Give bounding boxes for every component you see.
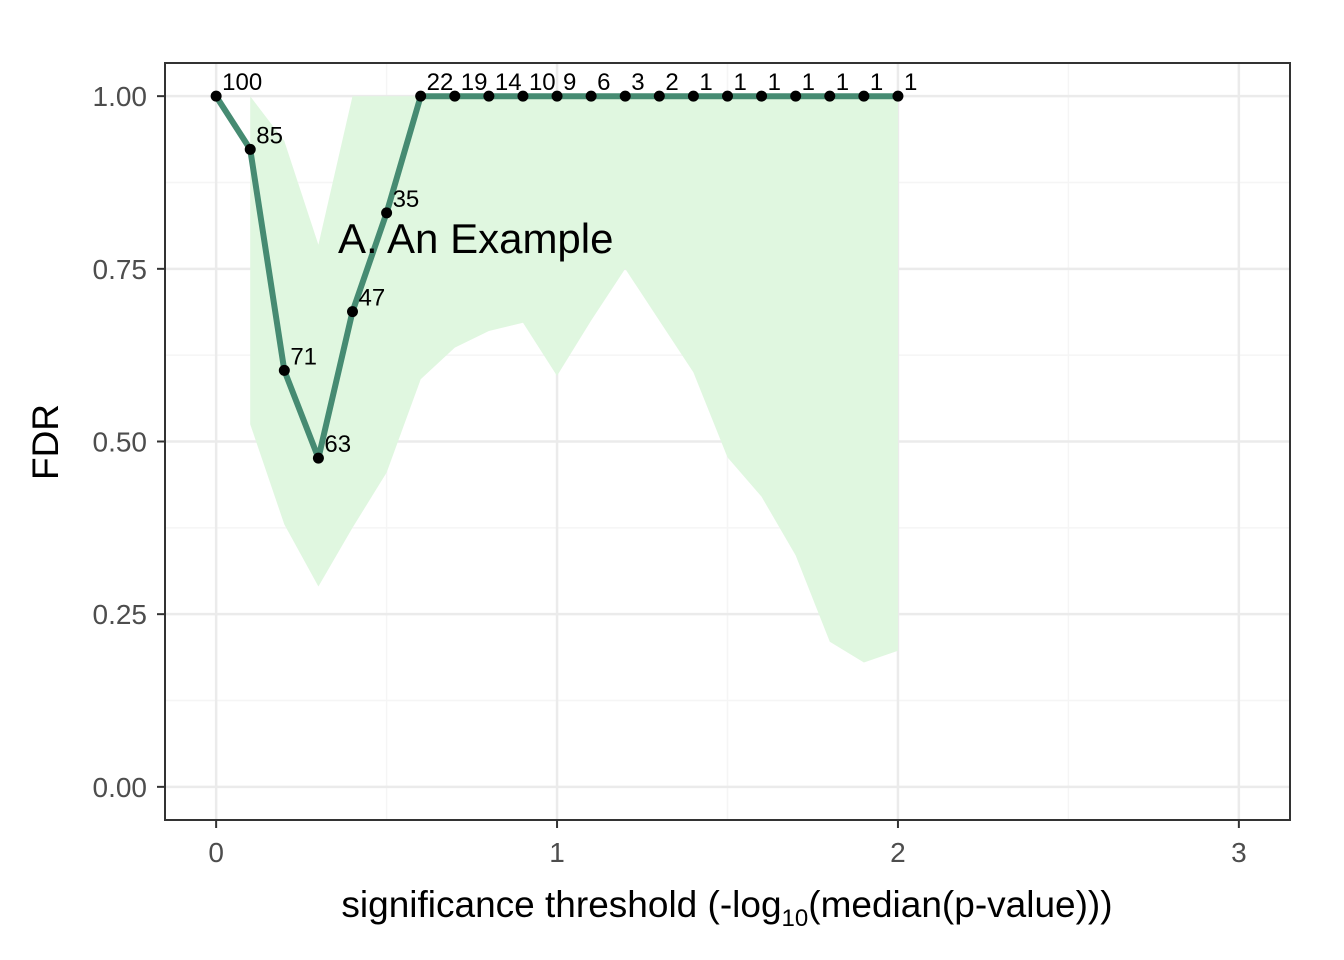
point-label: 1	[870, 69, 883, 96]
y-axis-title: FDR	[25, 404, 66, 480]
x-axis-title-subscript: 10	[782, 905, 809, 932]
point-label: 14	[495, 69, 522, 96]
point-label: 2	[665, 69, 678, 96]
point-label: 1	[836, 69, 849, 96]
data-point	[210, 90, 222, 102]
data-point	[722, 90, 733, 102]
y-tick-label: 0.25	[93, 599, 148, 630]
point-label: 6	[597, 69, 610, 96]
data-point	[687, 90, 699, 102]
point-label: 1	[904, 69, 917, 96]
data-point	[415, 90, 427, 102]
x-axis-title-prefix: significance threshold (-log	[341, 884, 781, 925]
x-tick-label: 3	[1231, 837, 1247, 868]
data-point	[483, 90, 495, 102]
data-point	[892, 90, 904, 102]
point-label: 100	[222, 69, 262, 96]
data-point	[312, 452, 324, 464]
x-tick-label: 1	[549, 837, 565, 868]
point-label: 35	[393, 186, 420, 213]
y-tick-label: 1.00	[93, 81, 148, 112]
point-label: 47	[359, 285, 386, 312]
data-point	[824, 90, 836, 102]
data-point	[653, 90, 665, 102]
point-label: 85	[256, 122, 283, 149]
data-point	[381, 207, 393, 219]
confidence-band-layer	[250, 96, 898, 663]
data-point	[278, 364, 290, 376]
data-point	[517, 90, 529, 102]
point-label: 1	[802, 69, 815, 96]
data-point	[585, 90, 597, 102]
data-point	[790, 90, 802, 102]
point-label: 71	[290, 343, 317, 370]
point-label: 9	[563, 69, 576, 96]
point-label: 63	[324, 431, 351, 458]
x-tick-label: 2	[890, 837, 906, 868]
y-tick-label: 0.50	[93, 427, 148, 458]
x-tick-label: 0	[208, 837, 224, 868]
data-points-layer	[210, 90, 904, 464]
point-label: 1	[734, 69, 747, 96]
data-point	[858, 90, 870, 102]
data-point	[619, 90, 631, 102]
data-point	[551, 90, 563, 102]
point-label: 10	[529, 69, 556, 96]
data-point	[449, 90, 461, 102]
point-label: 22	[427, 69, 454, 96]
point-label: 19	[461, 69, 488, 96]
chart-annotation: A. An Example	[338, 215, 613, 262]
axes: 0 1 2 3 0.00 0.25 0.50 0.75 1.00	[93, 81, 1247, 868]
data-point	[244, 143, 256, 155]
data-point	[347, 306, 358, 318]
point-label: 3	[631, 69, 644, 96]
point-label: 1	[768, 69, 781, 96]
point-label: 1	[699, 69, 712, 96]
confidence-band	[250, 96, 898, 663]
y-tick-label: 0.00	[93, 772, 148, 803]
x-axis-title: significance threshold (-log10(median(p-…	[341, 884, 1112, 932]
x-axis-title-suffix: (median(p-value)))	[808, 884, 1112, 925]
data-point	[756, 90, 768, 102]
y-tick-label: 0.75	[93, 254, 148, 285]
